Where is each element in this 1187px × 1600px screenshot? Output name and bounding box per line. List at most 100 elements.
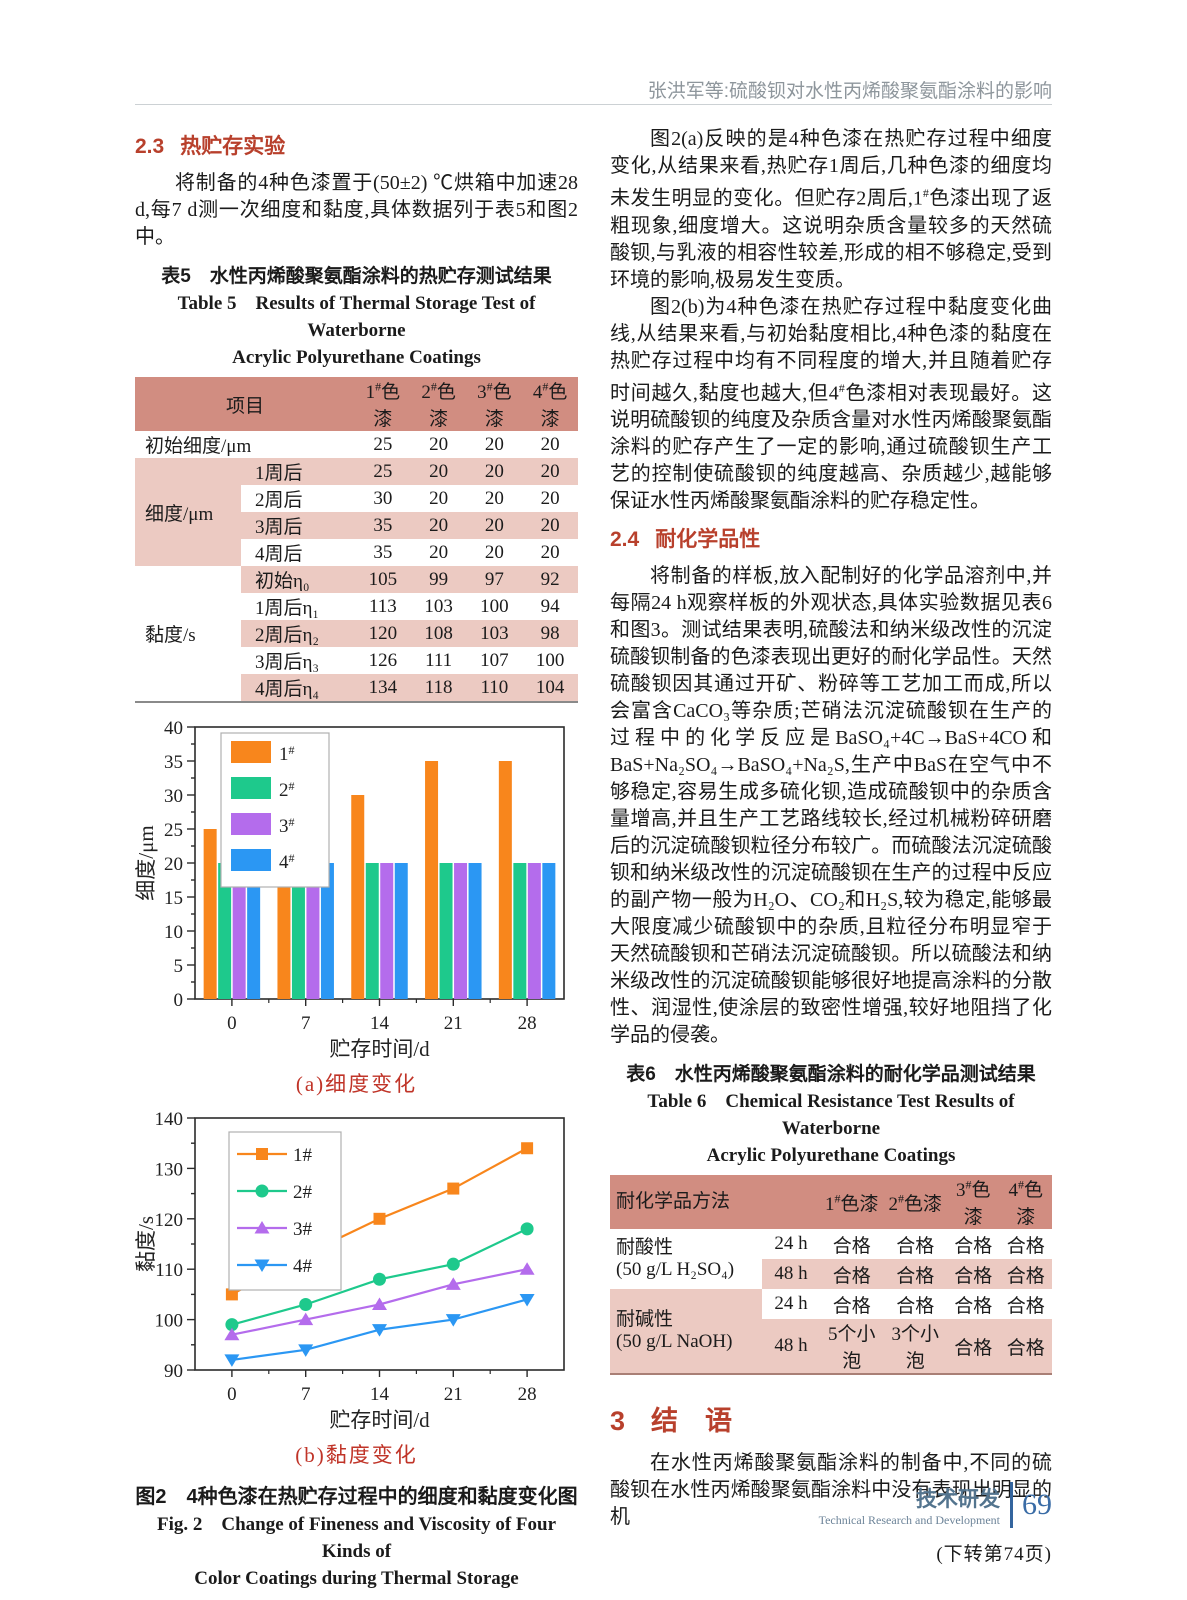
svg-text:110: 110	[155, 1260, 183, 1281]
table-row: 1周后η₁ 113 103 100 94	[255, 595, 560, 620]
svg-text:2#: 2#	[293, 1182, 313, 1203]
svg-text:28: 28	[518, 1384, 537, 1405]
running-head-rule	[135, 104, 1052, 105]
header-cell: 4#色漆	[999, 1175, 1052, 1230]
paragraph: 在水性丙烯酸聚氨酯涂料的制备中,不同的硫酸钡在水性丙烯酸聚氨酯涂料中没有表现出明…	[610, 1452, 1052, 1529]
section-title: 热贮存实验	[180, 135, 286, 158]
section-number: 2.3	[135, 135, 165, 158]
group-label: 细度/μm	[135, 458, 241, 566]
svg-text:细度/μm: 细度/μm	[135, 825, 158, 900]
svg-text:21: 21	[444, 1013, 463, 1034]
table-row: 3周后η₃ 126 111 107 100	[255, 649, 565, 674]
paragraph: 图2(a)反映的是4种色漆在热贮存过程中细度变化,从结果来看,热贮存1周后,几种…	[610, 128, 1053, 291]
group-label: 耐酸性 (50 g/L H₂SO₄)	[616, 1237, 735, 1281]
footer-section-name: 技术研发 Technical Research and Development	[818, 1487, 1000, 1527]
viscosity-chart-block: 90 100 110 120 130 140 0 7 14 21 28 贮存时间/d 黏度/s 1# 2# 3…	[134, 1108, 578, 1469]
svg-text:0: 0	[174, 990, 184, 1011]
table-row: 48 h 5个小泡 3个小泡 合格 合格	[610, 1319, 1052, 1375]
section-title: 结 语	[651, 1406, 733, 1437]
continuation-note: (下转第74页)	[936, 1544, 1052, 1566]
paragraph: 将制备的样板,放入配制好的化学品溶剂中,并每隔24 h观察样板的外观状态,具体实…	[610, 565, 1052, 1047]
svg-text:3#: 3#	[293, 1219, 313, 1240]
section-3-heading: 3 结 语	[610, 1399, 1052, 1438]
viscosity-line-chart: 90 100 110 120 130 140 0 7 14 21 28 贮存时间/d 黏度/s 1# 2# 3…	[134, 1109, 565, 1432]
table6-title-en-2: Acrylic Polyurethane Coatings	[706, 1145, 956, 1167]
header-cell: 3#色漆	[947, 1175, 1000, 1230]
svg-text:1#: 1#	[293, 1145, 313, 1166]
table5-title-en-1: Table 5 Results of Thermal Storage Test …	[177, 293, 536, 341]
svg-text:4#: 4#	[293, 1256, 313, 1277]
svg-text:0: 0	[227, 1384, 237, 1405]
section-number: 2.4	[610, 528, 640, 552]
table-row: 细度/μm 1周后 25 20 20 20	[135, 458, 578, 566]
figure2-caption-cn: 图2 4种色漆在热贮存过程中的细度和黏度变化图	[135, 1486, 578, 1508]
table-row: 2周后η₂ 120 108 103 98	[135, 620, 578, 647]
svg-text:21: 21	[444, 1384, 463, 1405]
section-2-4-heading: 2.4 耐化学品性	[610, 523, 1052, 553]
chart-a-caption: (a)细度变化	[295, 1072, 418, 1096]
table-row: 耐酸性 (50 g/L H₂SO₄) 24 h 合格 合格 合格 合格	[610, 1229, 1052, 1280]
svg-text:贮存时间/d: 贮存时间/d	[329, 1408, 430, 1432]
svg-text:130: 130	[155, 1159, 184, 1180]
section-title: 耐化学品性	[655, 528, 761, 552]
svg-text:30: 30	[164, 786, 183, 807]
svg-text:28: 28	[518, 1013, 537, 1034]
svg-text:100: 100	[155, 1311, 184, 1332]
page-footer: 技术研发 Technical Research and Development …	[652, 1482, 1052, 1528]
svg-text:5: 5	[174, 956, 184, 977]
svg-text:20: 20	[164, 854, 183, 875]
table-row: 黏度/s 初始η₀ 105 99 97 92	[135, 566, 578, 646]
paragraph: 将制备的4种色漆置于(50±2) ℃烘箱中加速28 d,每7 d测一次细度和黏度…	[135, 172, 578, 248]
chart-b-caption: (b)黏度变化	[295, 1443, 418, 1467]
running-head: 张洪军等:硫酸钡对水性丙烯酸聚氨酯涂料的影响	[647, 81, 1052, 102]
header-cell: 1#色漆	[820, 1175, 884, 1230]
header-cell: 4#色漆	[522, 377, 578, 431]
table-row: 4周后 35 20 20 20	[255, 541, 560, 566]
svg-text:140: 140	[155, 1109, 184, 1130]
svg-text:15: 15	[164, 888, 183, 909]
paragraph: 图2(b)为4种色漆在热贮存过程中黏度变化曲线,从结果来看,与初始黏度相比,4种…	[610, 295, 1053, 513]
header-cell: 2#色漆	[883, 1175, 948, 1230]
right-column: 图2(a)反映的是4种色漆在热贮存过程中细度变化,从结果来看,热贮存1周后,几种…	[610, 126, 1052, 1566]
section-number: 3	[610, 1406, 626, 1437]
header-cell: 2#色漆	[410, 377, 467, 431]
table6-title-en-1: Table 6 Chemical Resistance Test Results…	[647, 1091, 1015, 1140]
svg-text:25: 25	[164, 820, 183, 841]
table5-title-cn: 表5 水性丙烯酸聚氨酯涂料的热贮存测试结果	[161, 266, 552, 287]
group-label: 耐碱性 (50 g/L NaOH)	[610, 1289, 762, 1375]
svg-text:7: 7	[301, 1013, 311, 1034]
svg-text:贮存时间/d: 贮存时间/d	[329, 1037, 430, 1061]
table-row: 4周后η₄ 134 118 110 104	[135, 674, 578, 702]
section-2-3-heading: 2.3 热贮存实验	[135, 130, 578, 160]
header-cell: 3#色漆	[466, 377, 523, 431]
table5-title-en-2: Acrylic Polyurethane Coatings	[232, 347, 481, 368]
table6-title-cn: 表6 水性丙烯酸聚氨酯涂料的耐化学品测试结果	[626, 1064, 1036, 1086]
svg-text:10: 10	[164, 922, 183, 943]
svg-text:14: 14	[370, 1013, 390, 1034]
svg-text:40: 40	[164, 719, 183, 739]
footer-divider	[1010, 1482, 1013, 1528]
figure2-caption-en-1: Fig. 2 Change of Fineness and Viscosity …	[156, 1514, 557, 1562]
header-cell: 项目	[135, 377, 355, 431]
figure2-caption-en-2: Color Coatings during Thermal Storage	[194, 1568, 519, 1589]
left-column: 2.3 热贮存实验 将制备的4种色漆置于(50±2) ℃烘箱中加速28 d,每7 …	[134, 126, 578, 1592]
table-row: 2周后 30 20 20 20	[255, 487, 560, 512]
header-cell: 1#色漆	[355, 377, 411, 431]
page-number: 69	[1022, 1488, 1052, 1521]
svg-text:90: 90	[164, 1361, 183, 1382]
svg-text:黏度/s: 黏度/s	[135, 1216, 158, 1272]
svg-text:120: 120	[155, 1210, 184, 1231]
table-header-row: 项目 1#色漆 2#色漆 3#色漆 4#色漆	[135, 377, 578, 431]
table-header-row: 耐化学品方法 1#色漆 2#色漆 3#色漆 4#色漆	[610, 1175, 1052, 1230]
table-row: 初始细度/μm 25 20 20 20	[145, 433, 560, 458]
svg-text:7: 7	[301, 1384, 311, 1405]
table-row: 48 h 合格 合格 合格 合格	[610, 1259, 1052, 1290]
svg-text:14: 14	[370, 1384, 390, 1405]
header-cell: 耐化学品方法	[610, 1175, 820, 1230]
table6: 耐化学品方法 1#色漆 2#色漆 3#色漆 4#色漆 耐酸性 (50 g/L H…	[610, 1175, 1052, 1376]
fineness-chart-block: 0 5 10 15 20 25 30 35 40 0 7 14 21 28 贮存时间/d 细度/μm 1# 2# 3…	[134, 718, 578, 1098]
table-row: 耐碱性 (50 g/L NaOH) 24 h 合格 合格 合格 合格	[610, 1289, 1052, 1375]
svg-text:0: 0	[227, 1013, 237, 1034]
